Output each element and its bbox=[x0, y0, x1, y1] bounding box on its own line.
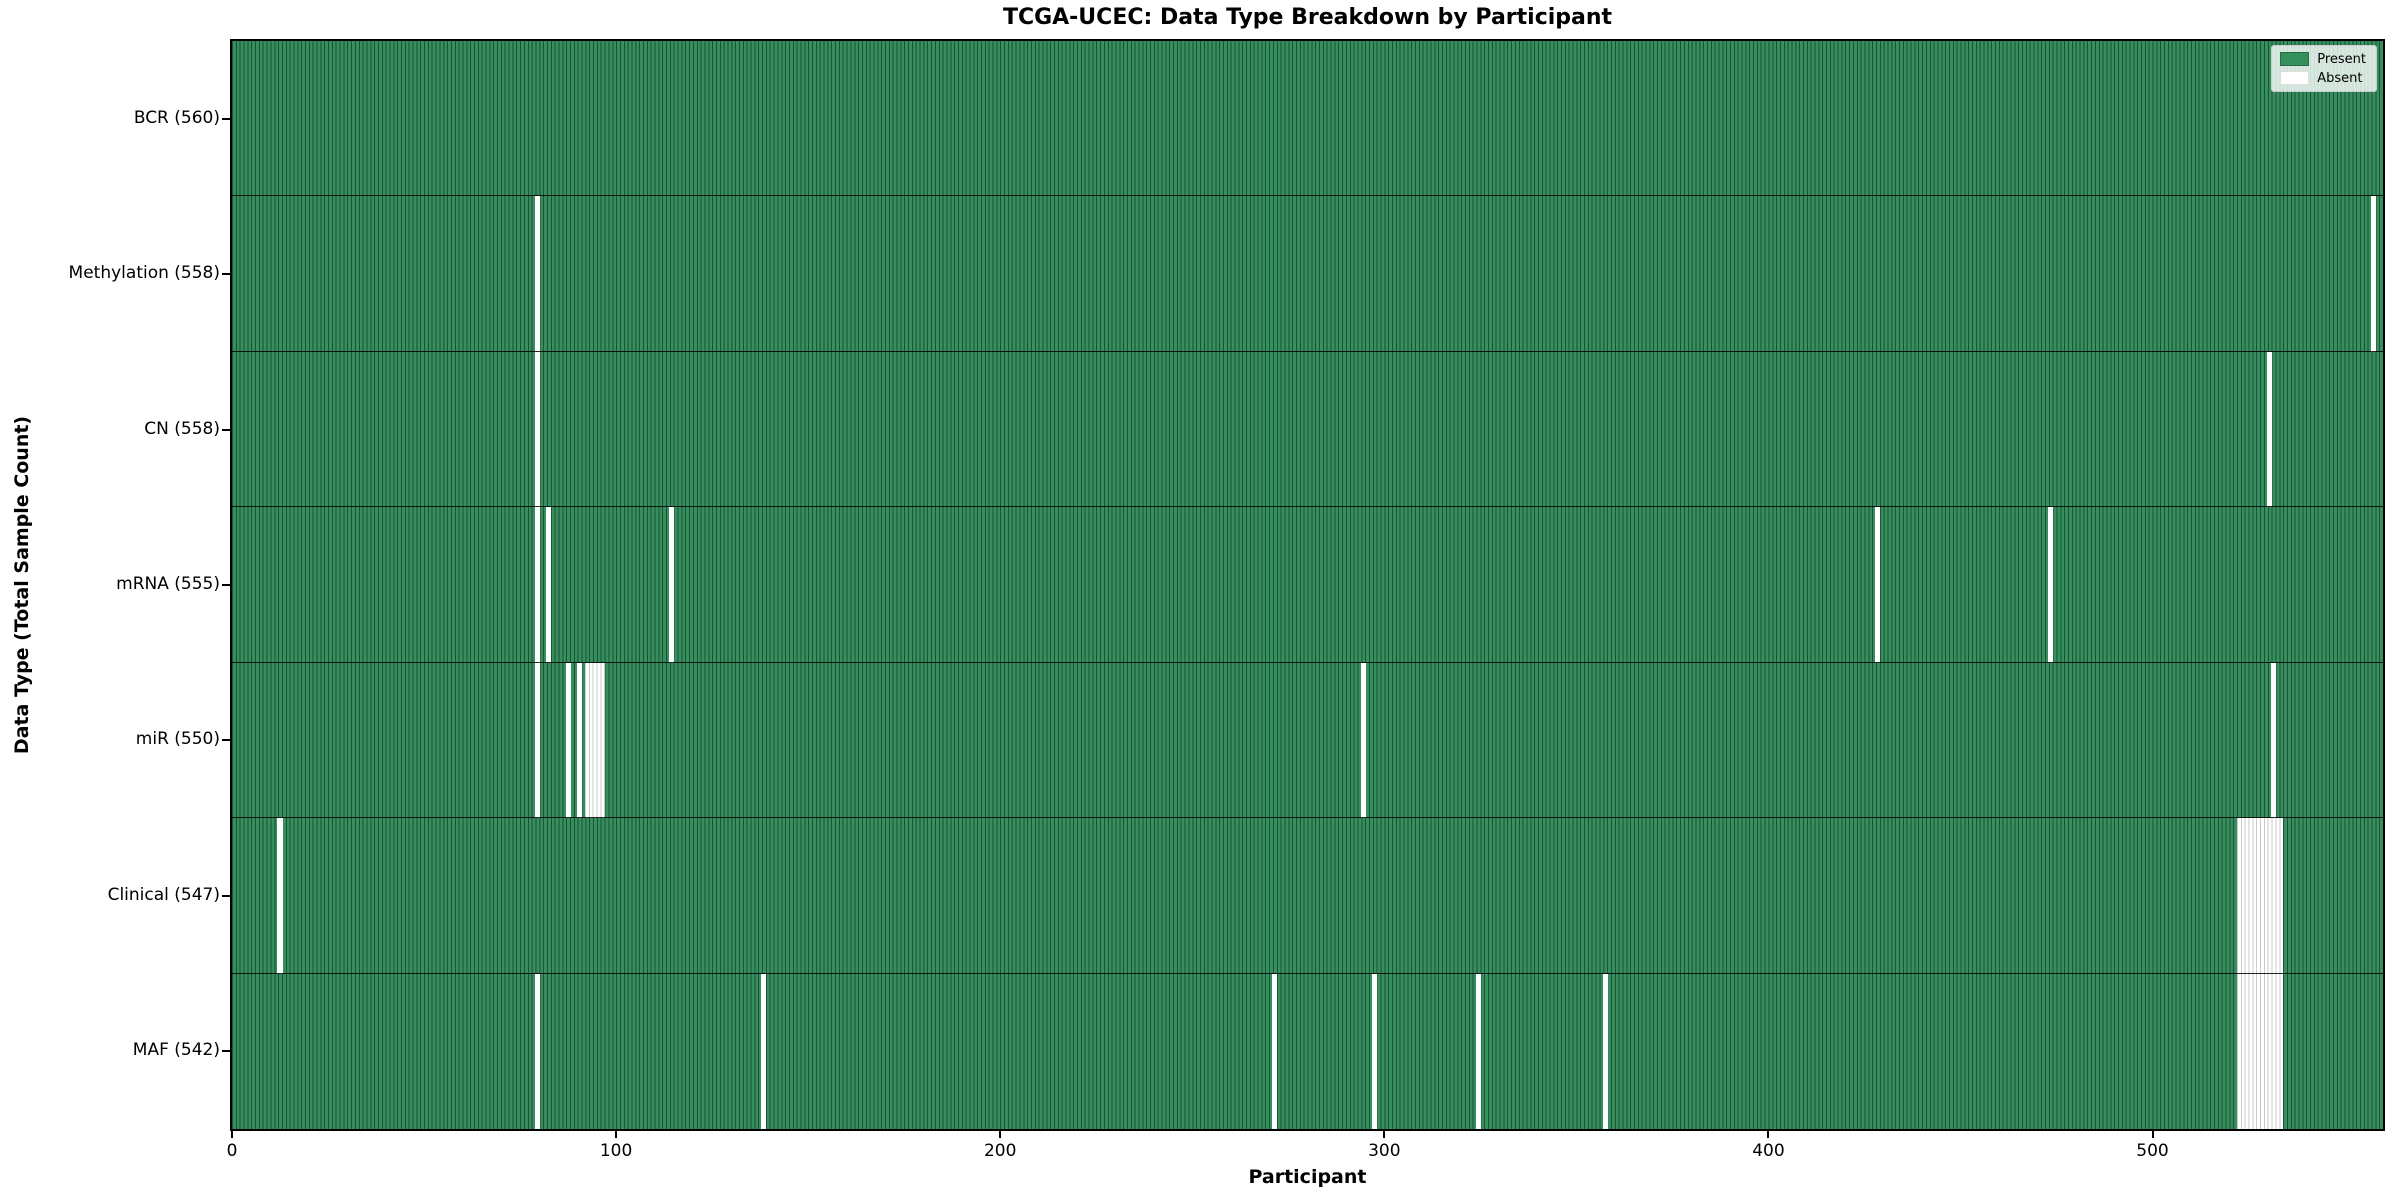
x-axis-label: Participant bbox=[1248, 1166, 1367, 1188]
absent-gap-mrna-428 bbox=[1875, 507, 1881, 663]
absent-gap-maf-522 bbox=[2237, 973, 2284, 1129]
plot-area: Present Absent bbox=[230, 39, 2385, 1131]
absent-gap-cn-530 bbox=[2267, 351, 2273, 508]
x-tick-label-200: 200 bbox=[983, 1141, 1017, 1161]
x-tick-mark-0 bbox=[231, 1131, 233, 1138]
absent-gap-mir-79 bbox=[534, 662, 540, 819]
x-tick-label-400: 400 bbox=[1752, 1141, 1785, 1161]
absent-swatch-icon bbox=[2280, 71, 2310, 85]
x-tick-mark-200 bbox=[999, 1131, 1002, 1138]
y-tick-mark-mrna bbox=[222, 584, 230, 586]
y-tick-mark-methylation bbox=[222, 273, 230, 276]
heatmap-row-cn bbox=[232, 351, 2383, 508]
legend-label-present: Present bbox=[2317, 51, 2366, 67]
absent-gap-mir-92 bbox=[585, 662, 605, 819]
absent-gap-maf-271 bbox=[1272, 973, 1278, 1129]
heatmap-row-mir bbox=[232, 662, 2383, 819]
legend-entry-absent: Absent bbox=[2280, 71, 2366, 85]
absent-gap-clinical-522 bbox=[2237, 818, 2284, 974]
y-tick-label-mrna: mRNA (555) bbox=[116, 574, 220, 594]
absent-gap-methylation-79 bbox=[534, 196, 540, 352]
absent-gap-mrna-114 bbox=[669, 507, 675, 663]
y-tick-label-maf: MAF (542) bbox=[132, 1040, 220, 1061]
y-tick-mark-clinical bbox=[222, 894, 230, 897]
heatmap-row-bcr bbox=[232, 41, 2383, 197]
heatmap-row-clinical bbox=[232, 818, 2383, 974]
absent-gap-clinical-12 bbox=[277, 818, 283, 974]
absent-gap-cn-79 bbox=[534, 351, 540, 508]
x-tick-label-500: 500 bbox=[2136, 1141, 2169, 1161]
absent-gap-methylation-557 bbox=[2370, 196, 2376, 352]
x-tick-label-0: 0 bbox=[226, 1141, 238, 1161]
absent-gap-maf-357 bbox=[1602, 973, 1608, 1129]
x-tick-label-100: 100 bbox=[599, 1141, 633, 1161]
legend-entry-present: Present bbox=[2280, 52, 2366, 66]
legend: Present Absent bbox=[2271, 45, 2377, 92]
y-tick-mark-bcr bbox=[222, 117, 230, 120]
absent-gap-mir-531 bbox=[2271, 662, 2277, 819]
y-tick-mark-cn bbox=[222, 428, 230, 431]
absent-gap-maf-79 bbox=[534, 973, 540, 1129]
chart-title: TCGA-UCEC: Data Type Breakdown by Partic… bbox=[1002, 5, 1613, 30]
absent-gap-maf-324 bbox=[1475, 973, 1481, 1129]
x-tick-mark-400 bbox=[1767, 1131, 1770, 1138]
absent-gap-mir-294 bbox=[1360, 662, 1366, 819]
x-tick-mark-500 bbox=[2151, 1131, 2154, 1138]
y-tick-label-mir: miR (550) bbox=[135, 729, 220, 750]
x-tick-mark-300 bbox=[1383, 1131, 1386, 1138]
x-tick-label-300: 300 bbox=[1368, 1141, 1401, 1161]
absent-gap-mrna-473 bbox=[2048, 507, 2054, 663]
y-tick-mark-mir bbox=[222, 739, 230, 742]
absent-gap-mir-87 bbox=[565, 662, 571, 819]
y-tick-label-methylation: Methylation (558) bbox=[68, 263, 220, 284]
absent-gap-maf-297 bbox=[1372, 973, 1378, 1129]
absent-gap-mrna-79 bbox=[534, 507, 540, 663]
x-tick-mark-100 bbox=[615, 1131, 618, 1138]
y-tick-label-bcr: BCR (560) bbox=[133, 107, 220, 128]
absent-gap-maf-138 bbox=[761, 973, 767, 1129]
legend-label-absent: Absent bbox=[2317, 70, 2363, 86]
heatmap-row-methylation bbox=[232, 196, 2383, 352]
y-tick-mark-maf bbox=[222, 1050, 230, 1053]
y-tick-label-clinical: Clinical (547) bbox=[107, 884, 220, 905]
heatmap-row-maf bbox=[232, 973, 2383, 1129]
heatmap-row-mrna bbox=[232, 507, 2383, 663]
absent-gap-mir-90 bbox=[577, 662, 583, 819]
absent-gap-mrna-82 bbox=[546, 507, 552, 663]
y-tick-label-cn: CN (558) bbox=[144, 418, 220, 439]
present-swatch-icon bbox=[2280, 52, 2310, 66]
